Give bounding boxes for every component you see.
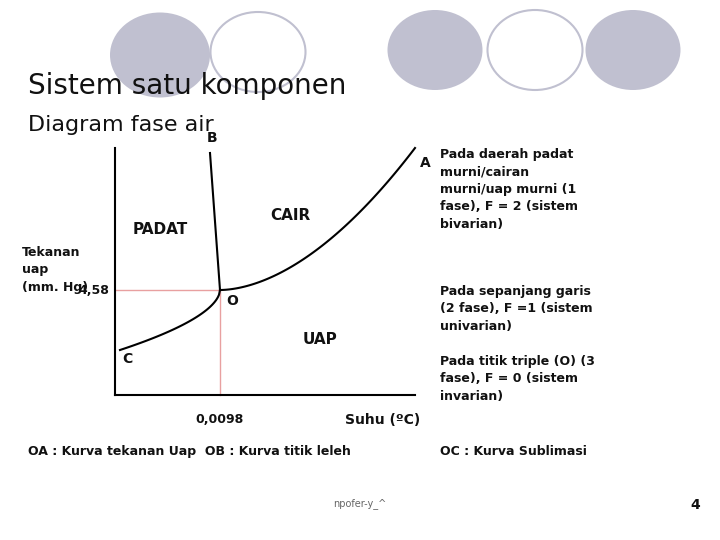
Text: npofer-y_^: npofer-y_^	[333, 498, 387, 509]
Text: CAIR: CAIR	[270, 207, 310, 222]
Text: Pada titik triple (O) (3
fase), F = 0 (sistem
invarian): Pada titik triple (O) (3 fase), F = 0 (s…	[440, 355, 595, 403]
Text: Pada sepanjang garis
(2 fase), F =1 (sistem
univarian): Pada sepanjang garis (2 fase), F =1 (sis…	[440, 285, 593, 333]
Text: PADAT: PADAT	[132, 222, 188, 238]
Text: B: B	[207, 131, 217, 145]
Ellipse shape	[585, 10, 680, 90]
Text: Diagram fase air: Diagram fase air	[28, 115, 214, 135]
Text: Sistem satu komponen: Sistem satu komponen	[28, 72, 346, 100]
Text: UAP: UAP	[302, 333, 338, 348]
Text: Suhu (ºC): Suhu (ºC)	[345, 413, 420, 427]
Text: O: O	[226, 294, 238, 308]
Text: Tekanan
uap
(mm. Hg): Tekanan uap (mm. Hg)	[22, 246, 88, 294]
Ellipse shape	[487, 10, 582, 90]
Text: Pada daerah padat
murni/cairan
murni/uap murni (1
fase), F = 2 (sistem
bivarian): Pada daerah padat murni/cairan murni/uap…	[440, 148, 578, 231]
Text: 0,0098: 0,0098	[196, 413, 244, 426]
Text: C: C	[122, 352, 132, 366]
Ellipse shape	[210, 12, 305, 92]
Text: OA : Kurva tekanan Uap  OB : Kurva titik leleh: OA : Kurva tekanan Uap OB : Kurva titik …	[28, 445, 351, 458]
Text: 4: 4	[690, 498, 700, 512]
Text: 4,58: 4,58	[78, 284, 109, 296]
Text: A: A	[420, 156, 431, 170]
Ellipse shape	[387, 10, 482, 90]
Ellipse shape	[110, 12, 210, 98]
Text: OC : Kurva Sublimasi: OC : Kurva Sublimasi	[440, 445, 587, 458]
